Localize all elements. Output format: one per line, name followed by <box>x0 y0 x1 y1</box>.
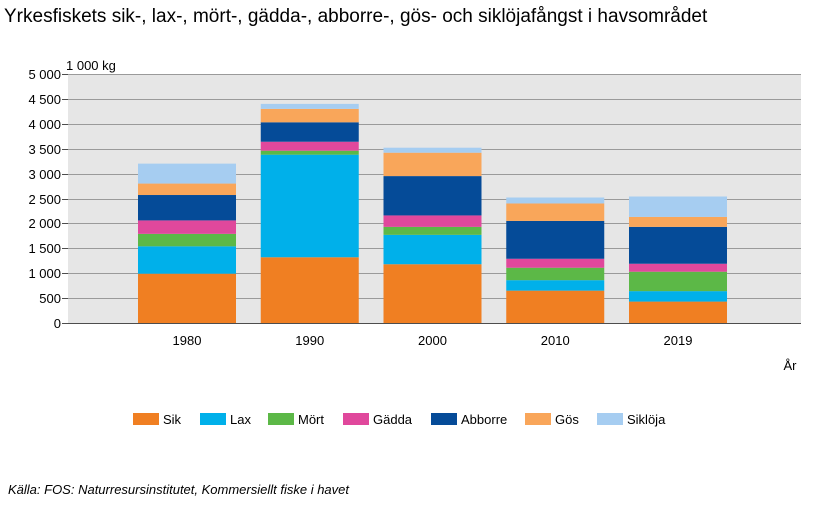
bar-segment-siklöja <box>260 103 359 109</box>
y-axis: 0 500 1 000 1 500 2 000 2 500 3 000 3 500 4 000 4… <box>28 67 68 331</box>
bar-segment-lax <box>260 154 359 258</box>
bar-segment-lax <box>506 280 605 291</box>
source-note: Källa: FOS: Naturresursinstitutet, Komme… <box>8 482 350 497</box>
bar-segment-gös <box>260 108 359 123</box>
x-tick-label: 1980 <box>173 333 202 348</box>
x-axis-label: År <box>784 358 798 373</box>
y-tick-label: 1 000 <box>28 266 61 281</box>
bar-segment-siklöja <box>138 163 236 184</box>
bar-segment-abborre <box>138 195 236 221</box>
legend-swatch <box>525 413 551 425</box>
y-tick-label: 2 500 <box>28 192 61 207</box>
bar-segment-gädda <box>629 263 727 272</box>
bar-segment-gädda <box>260 141 359 151</box>
y-tick-label: 4 000 <box>28 117 61 132</box>
bar-segment-siklöja <box>383 147 482 153</box>
bar-segment-gädda <box>138 220 236 234</box>
bar-segment-mört <box>506 267 605 281</box>
bar-segment-gädda <box>506 258 605 268</box>
legend-swatch <box>268 413 294 425</box>
bar-segment-sik <box>138 273 236 323</box>
y-tick-label: 4 500 <box>28 92 61 107</box>
bar-segment-sik <box>629 301 727 323</box>
legend-swatch <box>133 413 159 425</box>
bar-segment-sik <box>506 290 605 323</box>
bar-segment-siklöja <box>629 196 727 217</box>
bar-segment-mört <box>260 150 359 155</box>
y-tick-label: 2 000 <box>28 216 61 231</box>
legend-label: Lax <box>230 412 251 427</box>
x-tick-label: 2010 <box>541 333 570 348</box>
bar-segment-gädda <box>383 215 482 227</box>
bar-segment-mört <box>138 233 236 247</box>
x-axis: 1980 1990 2000 2010 2019 <box>173 333 693 348</box>
bar-segment-gös <box>138 183 236 196</box>
y-tick-label: 1 500 <box>28 241 61 256</box>
x-tick-label: 2019 <box>664 333 693 348</box>
legend-label: Abborre <box>461 412 507 427</box>
bar-segment-siklöja <box>506 197 605 204</box>
bar-segment-lax <box>629 291 727 302</box>
bar-segment-sik <box>260 257 359 323</box>
legend-label: Gädda <box>373 412 413 427</box>
bar-segment-mört <box>383 226 482 235</box>
bar-segment-abborre <box>506 220 605 259</box>
y-tick-label: 3 000 <box>28 167 61 182</box>
bar-segment-lax <box>383 234 482 265</box>
y-unit-label: 1 000 kg <box>66 58 116 73</box>
bar-segment-gös <box>383 152 482 177</box>
legend-swatch <box>200 413 226 425</box>
bar-segment-mört <box>629 271 727 292</box>
legend: Sik Lax Mört Gädda Abborre Gös Siklöja <box>133 412 666 427</box>
bar-segment-abborre <box>260 122 359 142</box>
bar-segment-gös <box>629 216 727 227</box>
bar-segment-abborre <box>629 226 727 264</box>
bars <box>138 103 727 323</box>
y-tick-label: 0 <box>54 316 61 331</box>
chart-title: Yrkesfiskets sik-, lax-, mört-, gädda-, … <box>4 6 708 27</box>
y-tick-label: 3 500 <box>28 142 61 157</box>
bar-segment-sik <box>383 264 482 323</box>
bar-segment-lax <box>138 246 236 274</box>
legend-swatch <box>343 413 369 425</box>
y-tick-label: 500 <box>39 291 61 306</box>
legend-swatch <box>431 413 457 425</box>
legend-label: Gös <box>555 412 579 427</box>
x-tick-label: 2000 <box>418 333 447 348</box>
legend-label: Mört <box>298 412 324 427</box>
bar-segment-gös <box>506 203 605 221</box>
y-tick-label: 5 000 <box>28 67 61 82</box>
legend-label: Siklöja <box>627 412 666 427</box>
legend-swatch <box>597 413 623 425</box>
x-tick-label: 1990 <box>295 333 324 348</box>
bar-segment-abborre <box>383 176 482 216</box>
legend-label: Sik <box>163 412 182 427</box>
